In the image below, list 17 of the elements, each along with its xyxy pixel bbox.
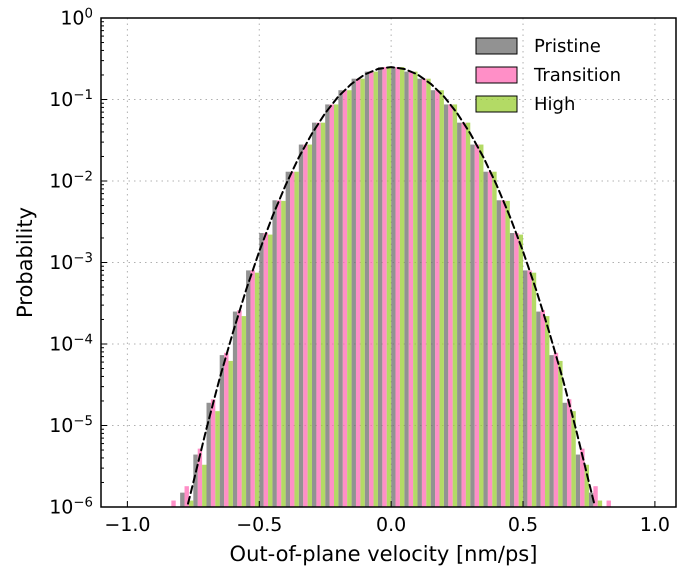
x-tick-label: −1.0: [104, 514, 150, 536]
y-axis-title: Probability: [13, 206, 37, 318]
y-tick-label: 10$^{−5}$: [49, 414, 93, 438]
x-tick-label: 0.5: [508, 514, 538, 536]
legend-label: Transition: [533, 65, 622, 86]
x-tick-label: −0.5: [236, 514, 282, 536]
legend-label: High: [534, 94, 576, 115]
y-tick-label: 10$^{−1}$: [49, 88, 93, 112]
y-tick-label: 10$^{−4}$: [49, 332, 93, 356]
y-tick-label: 10$^{−6}$: [49, 495, 93, 519]
x-tick-label: 0.0: [376, 514, 406, 536]
x-axis-title: Out-of-plane velocity [nm/ps]: [230, 542, 538, 566]
x-tick-label: 1.0: [640, 514, 670, 536]
y-tick-label: 10$^{0}$: [60, 6, 93, 30]
y-tick-label: 10$^{−2}$: [49, 169, 93, 193]
legend-label: Pristine: [534, 36, 601, 57]
y-tick-label: 10$^{−3}$: [49, 250, 93, 274]
